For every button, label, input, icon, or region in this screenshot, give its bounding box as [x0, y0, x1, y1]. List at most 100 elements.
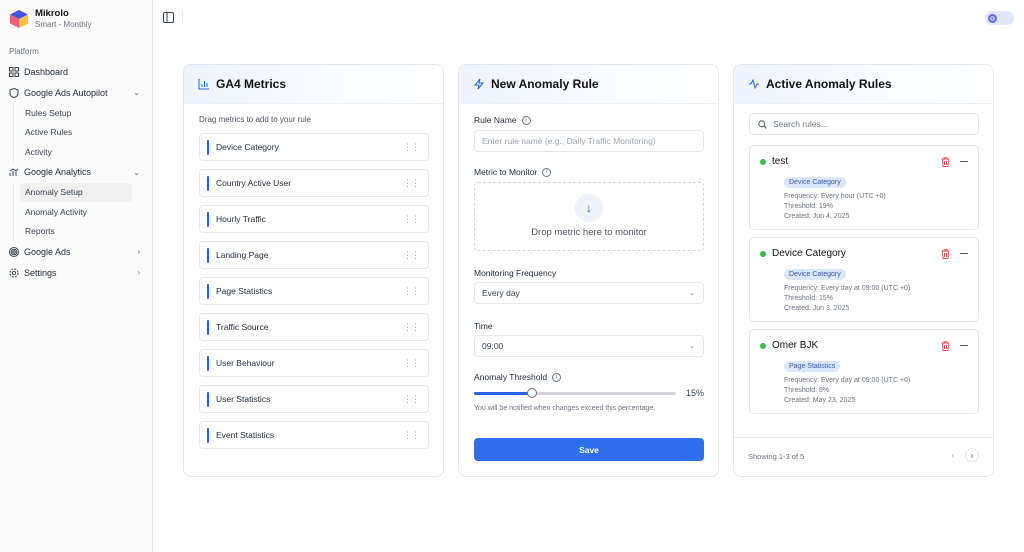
collapse-icon[interactable] — [960, 345, 968, 346]
bar-chart-icon — [198, 79, 209, 90]
lightning-icon — [473, 78, 485, 90]
collapse-icon[interactable] — [960, 161, 968, 162]
metric-accent — [207, 391, 209, 407]
info-icon[interactable]: i — [521, 115, 531, 125]
metric-item[interactable]: Event Statistics ⋮⋮ — [199, 421, 429, 449]
metric-accent — [207, 139, 209, 155]
threshold-slider[interactable] — [474, 388, 676, 398]
metric-item[interactable]: User Behaviour ⋮⋮ — [199, 349, 429, 377]
drag-handle-icon[interactable]: ⋮⋮ — [403, 177, 420, 188]
chevron-down-icon[interactable]: ⌄ — [133, 88, 140, 97]
trash-icon[interactable] — [941, 249, 950, 259]
sidebar-item-google-ads-autopilot[interactable]: Google Ads Autopilot ⌄ — [0, 82, 152, 103]
chevron-right-icon[interactable]: › — [137, 268, 140, 277]
sidebar-item-anomaly-setup[interactable]: Anomaly Setup — [20, 182, 132, 202]
info-icon[interactable]: i — [552, 372, 562, 382]
sidebar-item-anomaly-activity[interactable]: Anomaly Activity — [25, 206, 87, 217]
metric-label: Landing Page — [216, 250, 269, 260]
metric-accent — [207, 211, 209, 227]
drag-handle-icon[interactable]: ⋮⋮ — [403, 249, 420, 260]
select-value: Every day — [482, 288, 520, 298]
threshold-value: 15% — [685, 388, 704, 398]
sidebar: Mikrolo Smart - Monthly Platform Dashboar… — [0, 0, 153, 552]
drag-handle-icon[interactable]: ⋮⋮ — [403, 357, 420, 368]
sidebar-item-label: Google Ads — [24, 246, 71, 257]
save-button[interactable]: Save — [474, 438, 704, 461]
rule-name-label: Rule Name i — [474, 115, 531, 125]
shield-icon — [9, 87, 19, 98]
grid-icon — [9, 66, 19, 77]
drag-handle-icon[interactable]: ⋮⋮ — [403, 429, 420, 440]
chevron-down-icon[interactable]: ⌄ — [133, 167, 140, 177]
showing-count: Showing 1-3 of 5 — [748, 452, 805, 461]
sidebar-item-rules-setup[interactable]: Rules Setup — [25, 107, 72, 118]
metric-badge: Device Category — [784, 177, 846, 188]
rule-card[interactable]: test Device Category Frequency: Every ho… — [749, 145, 979, 230]
metric-drop-zone[interactable]: ↓ Drop metric here to monitor — [474, 182, 704, 251]
select-value: 09:00 — [482, 341, 504, 351]
search-rules-input[interactable]: Search rules... — [749, 113, 979, 135]
info-icon[interactable]: i — [542, 167, 552, 177]
drag-handle-icon[interactable]: ⋮⋮ — [403, 321, 420, 332]
status-dot — [760, 342, 766, 349]
drag-handle-icon[interactable]: ⋮⋮ — [403, 393, 420, 404]
sidebar-item-active-rules[interactable]: Active Rules — [25, 127, 73, 138]
rule-name-input[interactable]: Enter rule name (e.g., Daily Traffic Mon… — [474, 130, 704, 152]
metric-item[interactable]: Country Active User ⋮⋮ — [199, 169, 429, 197]
threshold-label: Anomaly Threshold i — [474, 372, 562, 382]
chart-icon — [9, 168, 19, 176]
time-label: Time — [474, 321, 493, 331]
brand-plan: Smart - Monthly — [35, 20, 92, 29]
trash-icon[interactable] — [941, 341, 950, 351]
collapse-icon[interactable] — [960, 253, 968, 254]
sidebar-item-settings[interactable]: Settings › — [0, 262, 152, 283]
theme-toggle[interactable] — [985, 11, 1014, 25]
metric-accent — [207, 319, 209, 335]
section-label: Platform — [9, 47, 39, 56]
slider-fill — [474, 392, 532, 395]
metric-item[interactable]: User Statistics ⋮⋮ — [199, 385, 429, 413]
status-dot — [760, 158, 766, 165]
drag-handle-icon[interactable]: ⋮⋮ — [403, 285, 420, 296]
sidebar-item-reports[interactable]: Reports — [25, 226, 55, 237]
gear-icon — [9, 268, 19, 277]
metric-item[interactable]: Device Category ⋮⋮ — [199, 133, 429, 161]
card-title: New Anomaly Rule — [491, 77, 599, 91]
brand-name: Mikrolo — [35, 8, 69, 19]
activity-icon — [749, 78, 759, 90]
sidebar-item-activity[interactable]: Activity — [25, 146, 52, 157]
prev-page-button[interactable]: ‹ — [951, 450, 955, 460]
metric-accent — [207, 175, 209, 191]
sidebar-item-dashboard[interactable]: Dashboard — [0, 61, 152, 82]
metric-item[interactable]: Landing Page ⋮⋮ — [199, 241, 429, 269]
sidebar-item-google-analytics[interactable]: Google Analytics ⌄ — [0, 162, 152, 183]
chevron-right-icon[interactable]: › — [137, 247, 140, 256]
metric-label: Page Statistics — [216, 286, 273, 296]
rule-created: Created: Jun 3, 2025 — [784, 305, 850, 312]
drag-handle-icon[interactable]: ⋮⋮ — [403, 213, 420, 224]
drag-handle-icon[interactable]: ⋮⋮ — [403, 141, 420, 152]
rule-card[interactable]: Omer BJK Page Statistics Frequency: Ever… — [749, 329, 979, 414]
brand[interactable]: Mikrolo Smart - Monthly — [9, 8, 91, 29]
frequency-select[interactable]: Every day ⌄ — [474, 282, 704, 304]
rule-threshold: Threshold: 15% — [784, 295, 834, 302]
sidebar-item-google-ads[interactable]: Google Ads › — [0, 241, 152, 262]
card-title: GA4 Metrics — [216, 77, 287, 91]
trash-icon[interactable] — [941, 157, 950, 167]
slider-thumb[interactable] — [526, 388, 537, 398]
metric-item[interactable]: Page Statistics ⋮⋮ — [199, 277, 429, 305]
rule-card[interactable]: Device Category Device Category Frequenc… — [749, 237, 979, 322]
status-dot — [760, 250, 766, 257]
ga4-metrics-card: GA4 Metrics Drag metrics to add to your … — [183, 64, 444, 477]
drop-text: Drop metric here to monitor — [531, 227, 647, 238]
next-page-button[interactable]: › — [965, 448, 979, 462]
drag-hint: Drag metrics to add to your rule — [199, 115, 312, 124]
rule-frequency: Frequency: Every day at 09:00 (UTC +0) — [784, 285, 911, 292]
time-select[interactable]: 09:00 ⌄ — [474, 335, 704, 357]
metric-item[interactable]: Traffic Source ⋮⋮ — [199, 313, 429, 341]
metric-label: Country Active User — [216, 178, 292, 188]
sidebar-toggle-icon[interactable] — [163, 12, 174, 23]
rule-created: Created: Jun 4, 2025 — [784, 213, 850, 220]
metric-item[interactable]: Hourly Traffic ⋮⋮ — [199, 205, 429, 233]
rule-created: Created: May 23, 2025 — [784, 397, 856, 404]
